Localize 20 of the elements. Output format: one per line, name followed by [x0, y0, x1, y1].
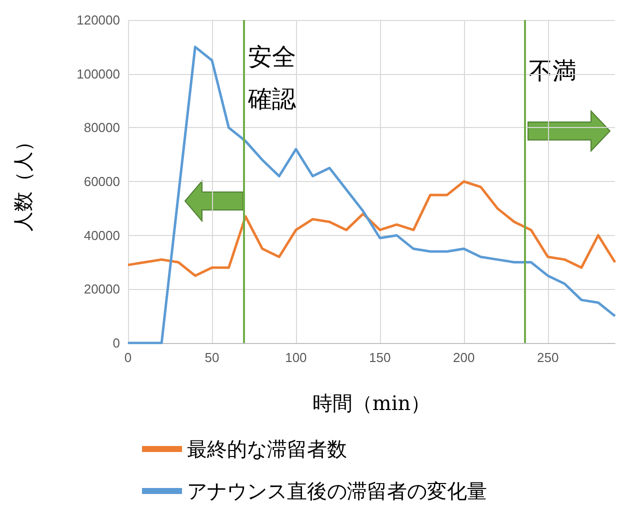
y-tick-label: 20000 [84, 282, 120, 297]
legend-label: 最終的な滞留者数 [187, 437, 347, 461]
x-tick-label: 100 [285, 350, 307, 365]
line-series [126, 180, 616, 277]
x-tick-label: 50 [204, 350, 220, 365]
y-tick-label: 120000 [76, 12, 120, 28]
legend-label: アナウンス直後の滞留者の変化量 [187, 479, 487, 503]
ref-line-label: 安全確認 [248, 42, 297, 115]
line-series [126, 46, 616, 344]
y-tick-label: 60000 [84, 174, 120, 189]
y-tick-label: 40000 [84, 228, 120, 243]
x-tick-label: 150 [369, 350, 391, 365]
x-tick-label: 250 [536, 350, 559, 365]
y-tick-label: 0 [112, 336, 120, 350]
y-tick-label: 100000 [76, 66, 120, 82]
x-tick-label: 0 [124, 350, 132, 365]
x-tick-label: 200 [453, 350, 475, 365]
x-axis-title: 時間（min） [312, 391, 431, 415]
y-axis-title: 人数（人） [11, 132, 35, 232]
y-tick-label: 80000 [84, 120, 120, 136]
